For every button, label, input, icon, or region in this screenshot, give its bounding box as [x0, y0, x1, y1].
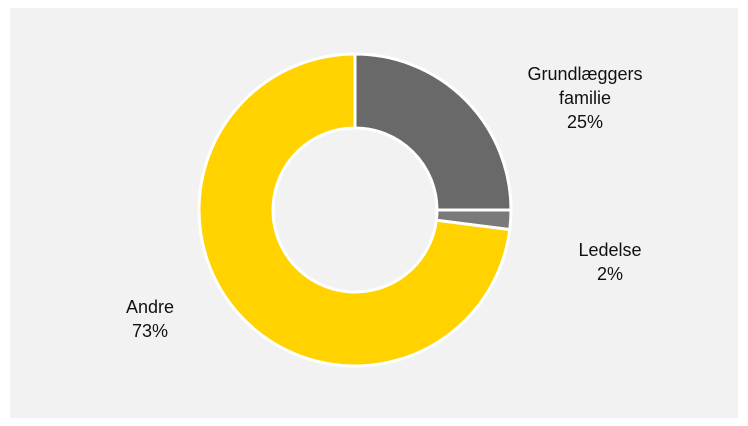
donut-slice-2	[197, 52, 512, 368]
slice-name-line-1: Grundlæggers	[527, 64, 643, 84]
slice-label-ledelse: Ledelse 2%	[560, 238, 660, 286]
donut-slice-0	[353, 52, 513, 212]
slice-label-grundlaeggers: Grundlæggers familie 25%	[500, 62, 670, 134]
slice-name-line-1: Ledelse	[578, 240, 642, 260]
slice-value: 2%	[596, 264, 623, 284]
slice-name-line-1: Andre	[125, 297, 175, 317]
slice-value: 25%	[566, 112, 604, 132]
slice-name-line-2: familie	[558, 88, 611, 108]
slice-value: 73%	[131, 321, 169, 341]
slice-label-andre: Andre 73%	[110, 295, 190, 343]
